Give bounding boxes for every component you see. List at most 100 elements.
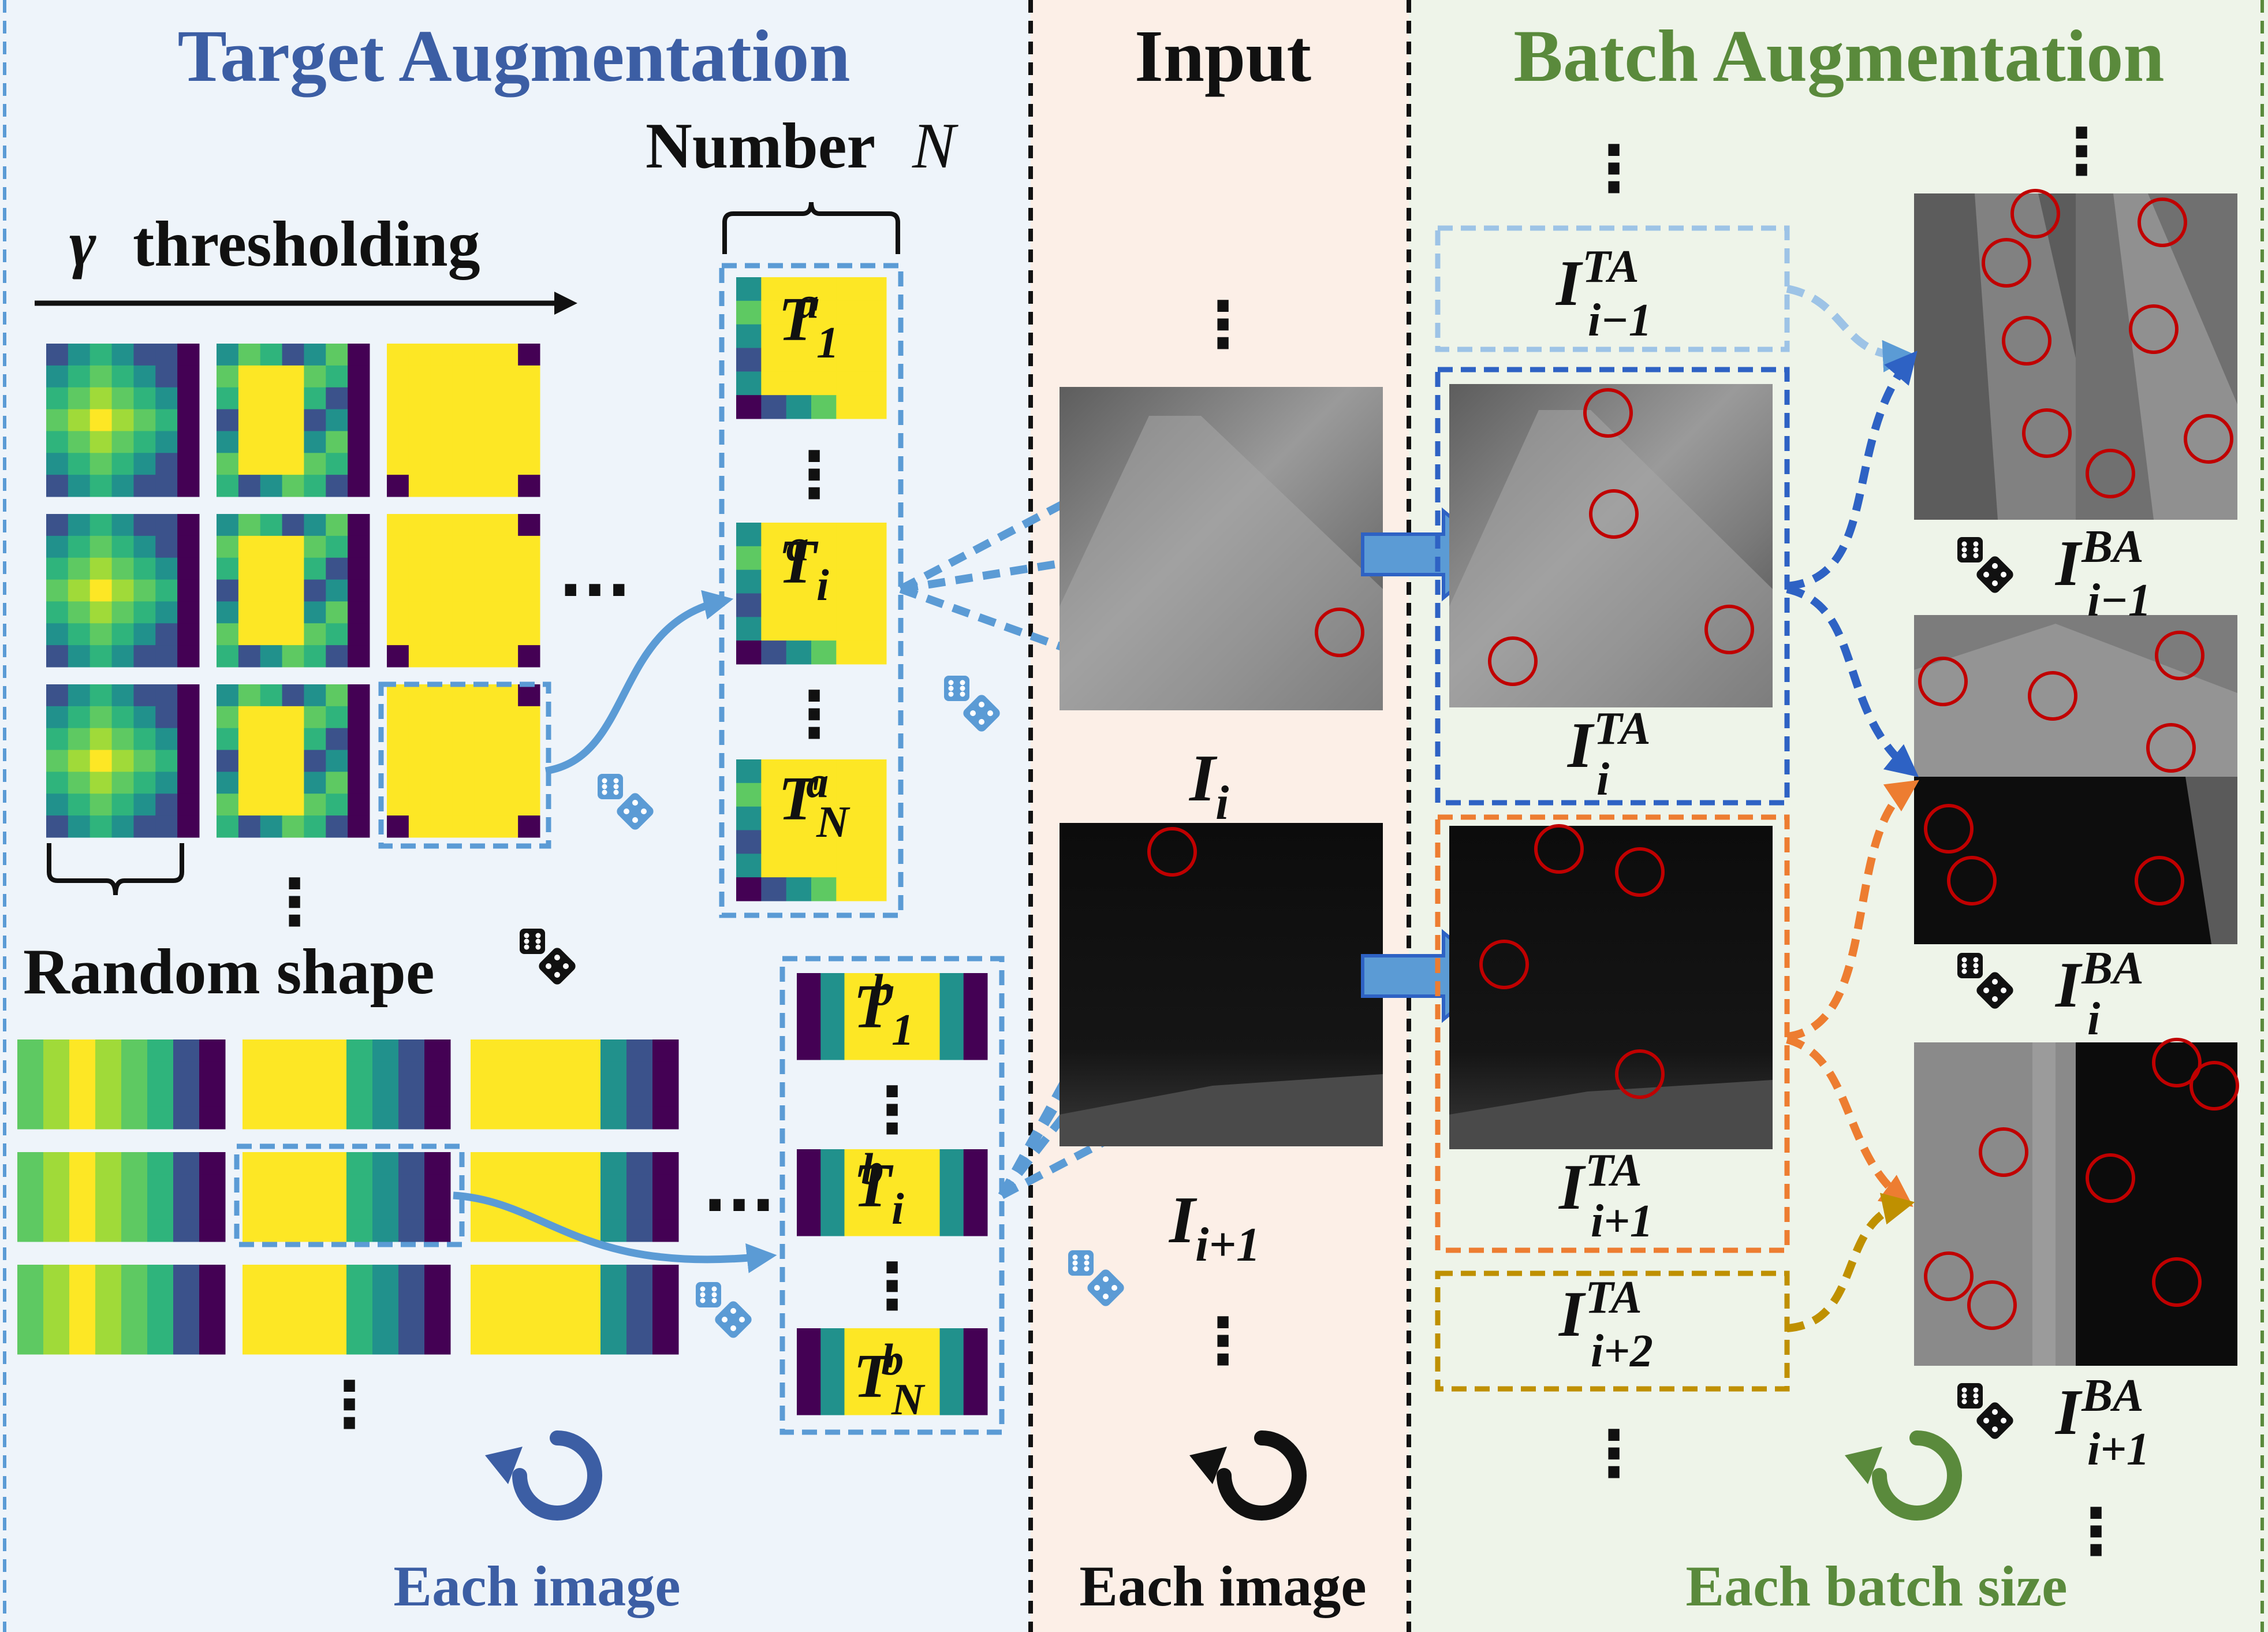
ba-vellipsis-top: ⋮	[2050, 114, 2113, 188]
random-shape-label: Random shape	[23, 936, 435, 1008]
strip-tile	[471, 1152, 679, 1242]
ta-vellipsis-bottom: ⋮	[1582, 1417, 1646, 1491]
strip-tile	[471, 1039, 679, 1130]
input-panel-bg	[1031, 0, 1409, 1632]
ta-tiles	[736, 277, 887, 901]
cycle-arrowhead	[1845, 1447, 1882, 1484]
tb-tile	[797, 973, 988, 1060]
number-brace	[722, 202, 900, 254]
ta-tile	[736, 759, 887, 901]
number-label: Number	[646, 110, 875, 182]
input-vellipsis-bottom: ⋮	[1191, 1304, 1255, 1378]
ta-image-i	[1449, 384, 1773, 707]
ta-i-to-ba-im1-arrow	[1786, 351, 1918, 590]
ta-tile	[736, 277, 887, 419]
heatmap-tile	[387, 344, 540, 497]
tag-ta1: T1a	[778, 278, 839, 367]
heatmap-tile	[387, 684, 540, 838]
threshold-heatmap-grid	[46, 344, 540, 838]
strip-tile	[471, 1265, 679, 1355]
threshold-arrowhead	[554, 292, 577, 315]
strip-tile	[243, 1039, 451, 1130]
grid-hellipsis: ···	[558, 553, 631, 627]
tag-ba-im1: IBA	[2056, 520, 2144, 599]
tag-ta-ip2: ITA	[1559, 1271, 1642, 1350]
batch-title: Batch Augmentation	[1513, 15, 2164, 97]
ta-i-to-ba-i-arrow	[1786, 585, 1919, 777]
tag-taN: TNa	[778, 757, 849, 847]
ta-ip1-to-ba-i-arrow	[1786, 780, 1919, 1041]
ta-box-ip2	[1435, 1270, 1790, 1392]
target-title: Target Augmentation	[177, 15, 850, 97]
number-var: N	[912, 110, 958, 182]
heatmap-tile	[387, 514, 540, 668]
ta-image-ip1	[1449, 824, 1773, 1149]
input-image-i1	[1060, 823, 1383, 1146]
tag-tbi: Tib	[853, 1144, 904, 1234]
tag-ba-im1-sub: i−1	[2087, 575, 2151, 626]
ta-vellipsis-2: ⋮	[782, 677, 846, 751]
input-title: Input	[1135, 15, 1311, 97]
tag-input-i: Ii	[1189, 742, 1229, 830]
heatmap-tile	[46, 684, 200, 838]
gamma-thresholding-label: thresholding	[133, 208, 480, 280]
cycle-arrowhead	[485, 1447, 523, 1484]
strip-tile	[243, 1265, 451, 1355]
strip-tile	[243, 1152, 451, 1242]
tag-tbN: TNb	[853, 1335, 924, 1424]
tag-ta-ip1-sub: i+1	[1591, 1196, 1653, 1247]
shape-brace	[47, 843, 184, 896]
selected-heatmap-box	[378, 681, 551, 849]
strip-hellipsis: ···	[703, 1168, 775, 1242]
strip-vellipsis: ⋮	[318, 1368, 381, 1441]
tag-ta-ip1: ITA	[1559, 1144, 1642, 1223]
cycle-arrowhead	[1189, 1447, 1227, 1484]
ta-im1-to-ba-arrow	[1786, 285, 1915, 372]
tag-ta-ip2-sub: i+2	[1591, 1326, 1653, 1377]
grid-vellipsis: ⋮	[263, 865, 326, 939]
gamma-symbol: γ	[69, 208, 96, 280]
heatmap-tile	[46, 514, 200, 668]
tag-ba-ip1-sub: i+1	[2087, 1424, 2150, 1475]
tag-ba-i: IBA	[2056, 942, 2144, 1021]
ta-ip2-to-ba-ip1-arrow	[1786, 1193, 1915, 1332]
tag-tai: Tia	[778, 520, 829, 610]
strip-tile	[17, 1152, 226, 1242]
tag-ta-i: ITA	[1568, 702, 1651, 781]
input-image-i	[1060, 387, 1383, 710]
random-shape-strip-grid	[17, 1039, 679, 1355]
ta-vellipsis-top: ⋮	[1582, 132, 1646, 206]
ta-ip1-to-ba-ip1-arrow	[1786, 1035, 1913, 1207]
tag-ta-im1: ITA	[1556, 240, 1639, 319]
target-footer: Each image	[393, 1554, 680, 1618]
strip-tile	[17, 1039, 226, 1130]
ta-tile	[736, 523, 887, 665]
strip-to-tb-arrow	[453, 1191, 777, 1273]
heatmap-tile	[46, 344, 200, 497]
tb-tile	[797, 1328, 988, 1415]
tag-tb1: T1b	[853, 965, 914, 1055]
tag-ba-i-sub: i	[2087, 994, 2101, 1045]
cycle-arrow-icon	[512, 1430, 1962, 1521]
ba-vellipsis-bottom: ⋮	[2064, 1495, 2128, 1568]
tb-tiles	[797, 973, 988, 1415]
heatmap-tile	[217, 344, 370, 497]
tag-ta-im1-sub: i−1	[1588, 295, 1652, 346]
ta-vellipsis-1: ⋮	[782, 438, 846, 512]
tag-input-i1: Ii+1	[1169, 1183, 1260, 1272]
ta-box-im1	[1435, 225, 1790, 352]
heatmap-to-ta-arrow	[544, 590, 734, 775]
tb-tile	[797, 1149, 988, 1236]
tag-ta-i-sub: i	[1596, 754, 1610, 805]
tb-vellipsis-1: ⋮	[860, 1073, 924, 1147]
tag-ba-ip1: IBA	[2056, 1369, 2144, 1448]
input-footer: Each image	[1079, 1554, 1366, 1618]
ba-image-ip1	[1914, 1038, 2239, 1366]
ba-image-im1	[1914, 189, 2237, 520]
ba-image-i	[1914, 615, 2237, 944]
heatmap-tile	[217, 514, 370, 668]
input-vellipsis-top: ⋮	[1191, 288, 1255, 362]
batch-footer: Each batch size	[1685, 1554, 2067, 1618]
tb-vellipsis-2: ⋮	[860, 1249, 924, 1323]
